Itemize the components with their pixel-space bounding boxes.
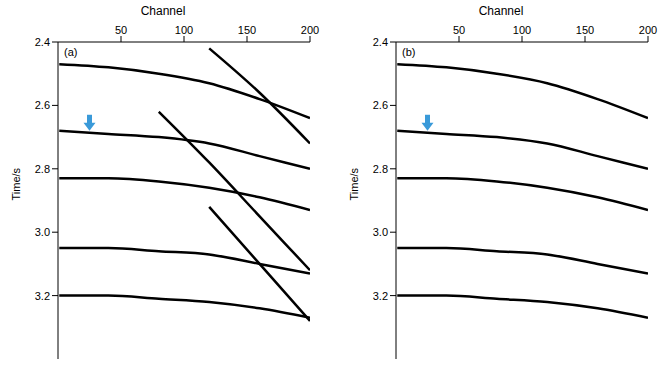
html-text:(b): (b) [402, 46, 416, 58]
svg-text:3.2: 3.2 [373, 290, 388, 302]
html-text:Channel: Channel [478, 4, 524, 18]
svg-text:Time/s: Time/s [10, 167, 22, 200]
svg-text:2.6: 2.6 [373, 99, 388, 111]
svg-text:50: 50 [115, 24, 127, 36]
svg-text:200: 200 [639, 24, 657, 36]
svg-text:3.0: 3.0 [373, 226, 388, 238]
svg-text:3.2: 3.2 [35, 290, 50, 302]
svg-text:Time/s: Time/s [348, 167, 360, 200]
svg-text:50: 50 [453, 24, 465, 36]
svg-text:2.6: 2.6 [35, 99, 50, 111]
svg-text:3.0: 3.0 [35, 226, 50, 238]
svg-text:2.8: 2.8 [35, 163, 50, 175]
svg-text:2.4: 2.4 [35, 36, 50, 48]
svg-text:200: 200 [301, 24, 319, 36]
svg-text:150: 150 [238, 24, 256, 36]
svg-text:2.4: 2.4 [373, 36, 388, 48]
svg-text:2.8: 2.8 [373, 163, 388, 175]
html-text:(a): (a) [64, 46, 78, 58]
svg-text:150: 150 [576, 24, 594, 36]
html-text:Channel: Channel [140, 4, 186, 18]
svg-text:100: 100 [513, 24, 531, 36]
svg-text:100: 100 [175, 24, 193, 36]
